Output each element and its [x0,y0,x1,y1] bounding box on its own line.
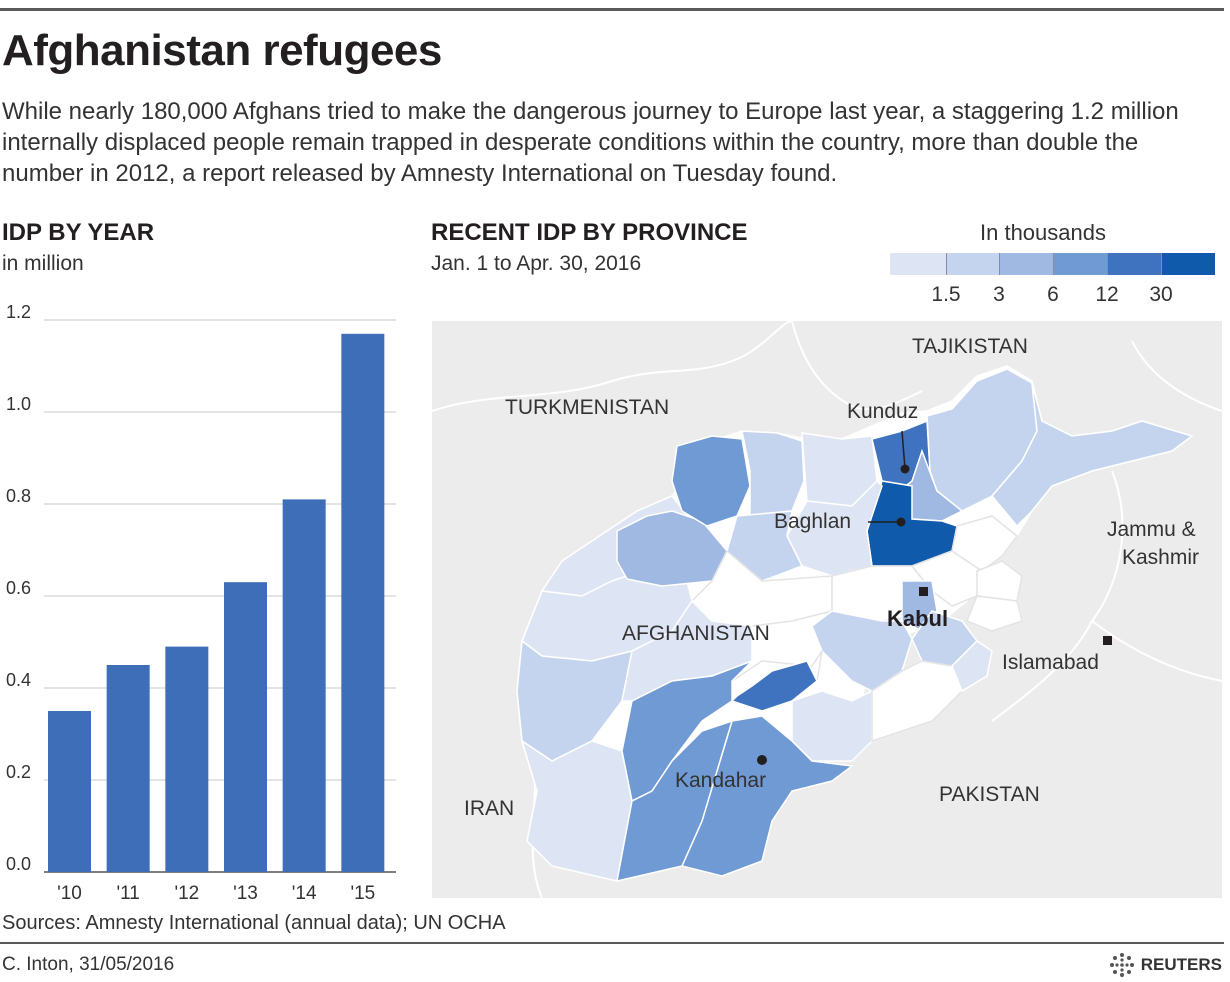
baghlan-dot [896,517,906,527]
border-china [1131,340,1222,412]
province-nangarhar [966,595,1023,632]
label-kunduz: Kunduz [847,400,918,423]
y-tick-label: 0.8 [6,486,31,506]
border-india [1091,620,1222,682]
legend-swatch [1053,253,1107,275]
legend-swatch [946,253,999,275]
bar [165,646,209,872]
map-title: RECENT IDP BY PROVINCE [431,219,748,246]
kunduz-leader [901,430,906,470]
label-kabul: Kabul [887,606,948,631]
bar [341,333,385,872]
legend-tick-label: 3 [993,283,1005,306]
label-pakistan: PAKISTAN [939,783,1040,806]
footer-rule [0,942,1224,944]
legend-divider [1107,253,1108,275]
province-ghor [690,549,833,627]
label-kandahar: Kandahar [675,769,766,792]
top-rule [0,8,1224,11]
province-kapisa [951,515,1019,572]
kandahar-dot [757,755,767,765]
province-badakhshan-east [991,382,1194,528]
x-tick-label: '12 [174,883,199,904]
border-turkmenistan [432,321,793,412]
page-title: Afghanistan refugees [2,26,442,75]
bar-chart-title: IDP BY YEAR [2,219,155,246]
label-tajikistan: TAJIKISTAN [912,335,1028,358]
y-tick-label: 0.2 [6,762,31,782]
y-tick-label: 0.6 [6,578,31,598]
label-baghlan: Baghlan [774,510,851,533]
label-jammu: Jammu & [1107,518,1196,541]
source-note: Sources: Amnesty International (annual d… [2,912,506,934]
label-islamabad: Islamabad [1002,651,1099,674]
legend-divider [946,253,947,275]
label-turkmenistan: TURKMENISTAN [505,396,669,419]
label-kashmir: Kashmir [1122,546,1199,569]
reuters-wordmark: REUTERS [1140,955,1222,974]
credit: C. Inton, 31/05/2016 [2,954,175,975]
x-tick-label: '15 [350,883,375,904]
bar [224,582,267,872]
y-tick-label: 1.0 [6,394,31,414]
bar-chart-subtitle: in million [2,252,84,275]
legend-swatch [890,253,946,275]
bar [48,711,91,872]
legend-swatch [999,253,1053,275]
legend-swatch [1107,253,1161,275]
islamabad-marker [1103,636,1112,645]
label-afghanistan: AFGHANISTAN [622,622,770,645]
legend-tick-label: 1.5 [931,283,961,306]
legend-tick-label: 6 [1047,283,1059,306]
x-tick-label: '11 [116,883,139,904]
province-laghman [976,560,1023,602]
x-tick-label: '14 [292,883,317,904]
legend-tick-label: 30 [1149,283,1173,306]
afghanistan-province-map: TAJIKISTAN TURKMENISTAN Kunduz Baghlan J… [432,321,1222,898]
province-zabul [791,689,873,762]
x-tick-label: '10 [57,883,82,904]
province-faryab [671,435,751,527]
kabul-marker [919,587,928,596]
bar [282,499,326,872]
province-khost [951,640,993,693]
province-helmand-south [616,719,734,882]
legend-tick-label: 12 [1095,283,1119,306]
map-subtitle: Jan. 1 to Apr. 30, 2016 [431,252,642,275]
legend-title: In thousands [980,220,1106,245]
legend-divider [1161,253,1162,275]
reuters-logo: REUTERS [1109,952,1222,978]
y-tick-label: 1.2 [6,302,31,322]
y-tick-label: 0.0 [6,854,31,874]
idp-bar-chart: 0.0 0.2 0.4 0.6 0.8 1.0 1.2 '10 '11 '12 '13 '14 '15 [6,302,396,904]
x-tick-label: '13 [233,883,258,904]
border-tajikistan [791,321,923,411]
intro-text: While nearly 180,000 Afghans tried to ma… [2,98,1179,187]
province-jawzjan [741,430,805,517]
bar [106,665,150,872]
reuters-dots-icon [1109,953,1134,977]
legend-swatch [1161,253,1215,275]
province-uruzgan [730,660,818,712]
legend-divider [1053,253,1054,275]
kunduz-dot [900,464,910,474]
label-iran: IRAN [464,797,514,820]
legend-divider [999,253,1000,275]
color-scale-legend [890,253,1215,275]
province-farah [516,639,633,762]
y-tick-label: 0.4 [6,670,31,690]
